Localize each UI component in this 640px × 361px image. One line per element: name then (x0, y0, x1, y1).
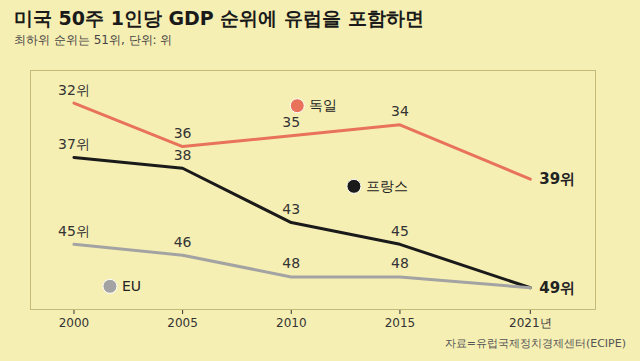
html-text:자료=유럽국제정치경제센터(ECIPE): 자료=유럽국제정치경제센터(ECIPE) (444, 337, 626, 350)
svg-text:43: 43 (282, 201, 300, 217)
html-text:최하위 순위는 51위, 단위: 위: 최하위 순위는 51위, 단위: 위 (14, 33, 173, 47)
svg-text:2015: 2015 (385, 316, 416, 330)
svg-text:48: 48 (282, 255, 300, 271)
svg-text:2000: 2000 (59, 316, 90, 330)
svg-text:2005: 2005 (167, 316, 198, 330)
svg-text:48: 48 (391, 255, 409, 271)
svg-text:39위: 39위 (539, 170, 575, 188)
svg-text:독일: 독일 (309, 97, 337, 113)
svg-text:EU: EU (122, 278, 141, 294)
svg-text:45: 45 (391, 223, 409, 239)
svg-text:2021년: 2021년 (509, 316, 552, 330)
svg-text:32위: 32위 (58, 82, 90, 98)
svg-text:34: 34 (391, 103, 409, 119)
svg-text:35: 35 (282, 114, 300, 130)
svg-text:49위: 49위 (539, 279, 575, 297)
html-text:미국 50주 1인당 GDP 순위에 유럽을 포함하면: 미국 50주 1인당 GDP 순위에 유럽을 포함하면 (14, 7, 424, 29)
svg-text:45위: 45위 (58, 223, 90, 239)
svg-text:36: 36 (174, 125, 192, 141)
svg-text:프랑스: 프랑스 (366, 178, 408, 194)
svg-text:37위: 37위 (58, 136, 90, 152)
svg-text:2010: 2010 (276, 316, 307, 330)
svg-text:38: 38 (174, 147, 192, 163)
svg-text:46: 46 (174, 234, 192, 250)
